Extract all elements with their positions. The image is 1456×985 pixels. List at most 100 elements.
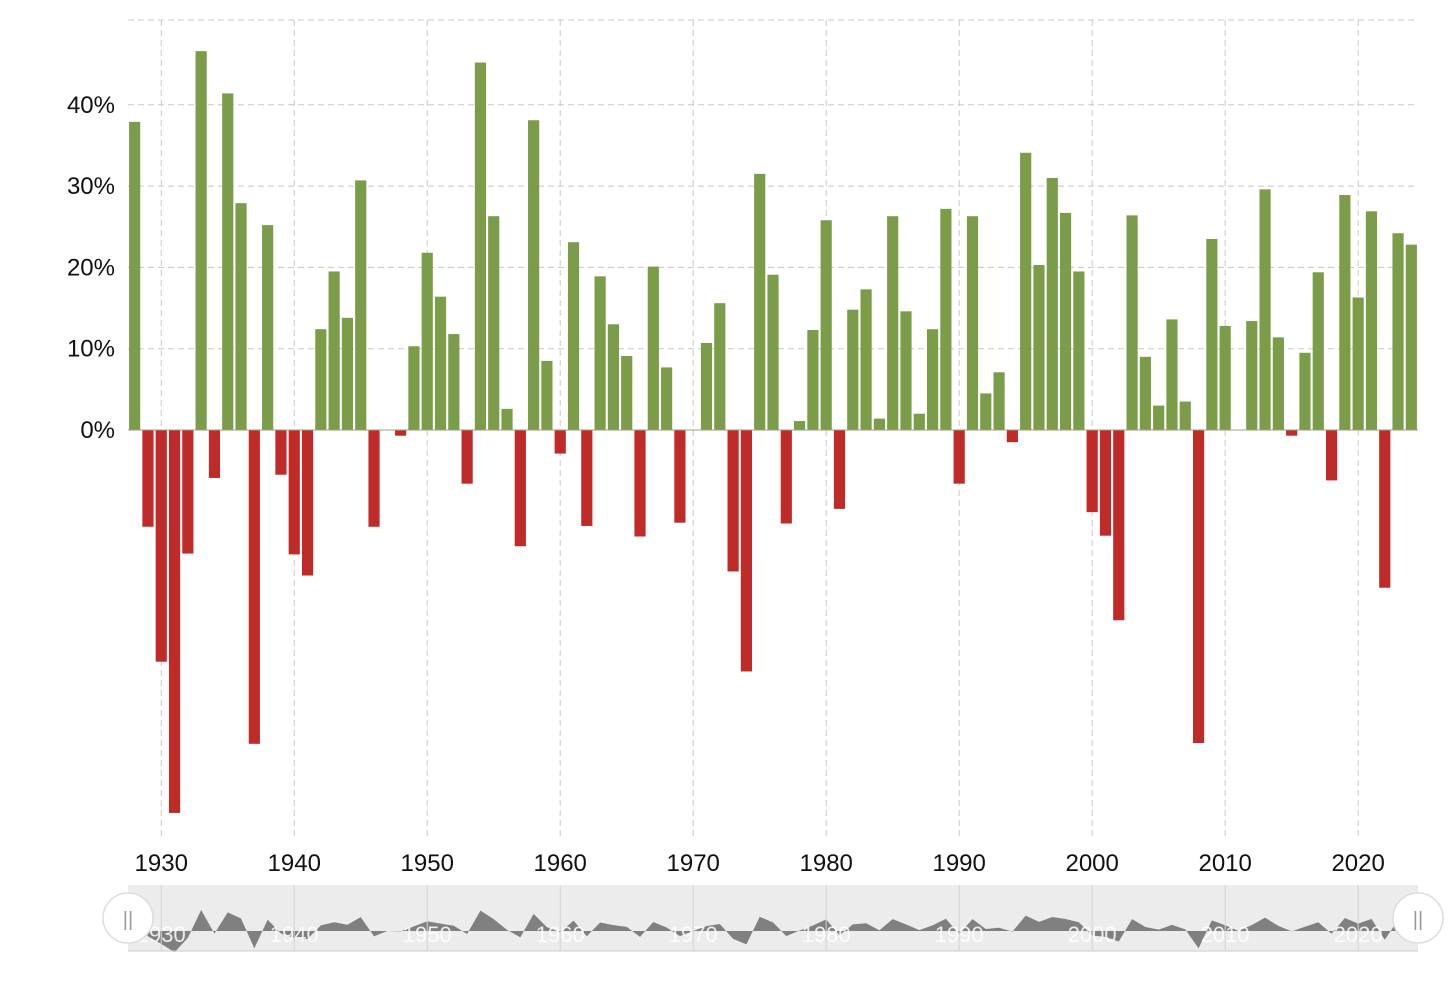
navigator-tick-label: 1990 [935,922,984,947]
bar-1929 [142,430,154,527]
bar-1938 [262,225,274,430]
bar-1934 [208,430,221,478]
bar-1935 [222,93,234,430]
x-tick-label: 2020 [1331,850,1384,877]
bar-1966 [634,430,646,537]
bar-1946 [368,430,380,527]
bar-2012 [1246,321,1258,430]
bar-1945 [355,180,367,430]
bar-2008 [1192,430,1205,744]
bar-1957 [514,430,526,547]
bar-2017 [1312,272,1324,430]
bar-1988 [927,329,939,430]
bar-1967 [647,266,659,430]
x-tick-label: 1940 [268,850,321,877]
x-tick-label: 1990 [932,850,985,877]
navigator-left-handle[interactable]: || [102,892,154,944]
bar-1953 [461,430,473,484]
bar-1998 [1059,212,1072,430]
bar-1931 [168,430,181,813]
bar-1990 [953,430,965,484]
bar-1965 [621,356,633,430]
handle-grip-icon[interactable]: || [1413,909,1423,931]
bar-1982 [847,309,859,430]
bar-1937 [248,430,260,744]
navigator-background [128,885,1418,951]
bar-1972 [714,303,726,430]
y-tick-label: 30% [67,173,115,200]
range-navigator[interactable]: 1930 1940 1950 1960 1970 1980 1990 2000 2010 2020… [102,885,1444,953]
bar-1980 [820,220,832,430]
y-tick-label: 0% [80,417,115,444]
bar-2019 [1339,195,1351,430]
navigator-tick-label: 1950 [403,922,452,947]
bar-1993 [993,372,1005,430]
x-axis-labels: 1930 1940 1950 1960 1970 1980 1990 2000 2010 2020 [135,850,1385,877]
x-tick-label: 2010 [1198,850,1251,877]
navigator-right-handle[interactable]: || [1392,892,1444,944]
x-tick-label: 1970 [667,850,720,877]
bar-1996 [1033,264,1045,430]
navigator-tick-label: 2020 [1334,922,1383,947]
bar-1941 [301,430,314,576]
bar-1984 [873,418,885,430]
navigator-tick-label: 1940 [270,922,319,947]
bar-1962 [581,430,593,526]
bar-1928 [129,121,141,431]
navigator-tick-label: 1970 [669,922,718,947]
x-tick-label: 1930 [135,850,188,877]
bar-1977 [780,430,792,524]
bar-1971 [700,343,713,430]
y-tick-label: 40% [67,92,115,119]
bar-1983 [860,289,872,430]
handle-grip-icon[interactable]: || [123,909,133,931]
bar-2000 [1086,430,1098,513]
bar-1948 [395,430,407,436]
bar-2020 [1352,297,1364,430]
bar-2001 [1099,430,1112,536]
bar-1974 [740,430,752,672]
bar-1989 [940,208,952,430]
bar-1954 [474,62,487,431]
bar-1958 [528,120,540,430]
bar-1959 [541,360,553,430]
handle-circle[interactable] [1392,892,1444,944]
bar-1944 [341,317,354,430]
bar-1985 [887,216,899,430]
bar-2014 [1272,337,1284,430]
bar-2013 [1259,189,1271,430]
x-tick-label: 1980 [800,850,853,877]
bar-2007 [1179,401,1191,430]
bar-1930 [155,430,167,662]
bar-1997 [1046,177,1058,430]
handle-circle[interactable] [102,892,154,944]
bar-1986 [900,311,912,430]
y-tick-label: 20% [67,254,115,281]
bar-2009 [1206,238,1218,430]
y-tick-label: 10% [67,336,115,363]
bar-1932 [182,430,194,554]
bar-1943 [328,271,340,430]
bar-1955 [488,216,500,430]
bar-1995 [1020,152,1032,430]
bar-2010 [1219,325,1231,430]
bars [128,51,1418,813]
bar-2006 [1166,319,1178,430]
bar-1949 [408,346,420,430]
bar-1940 [288,430,300,555]
bar-1994 [1006,430,1018,443]
bar-2005 [1153,405,1165,430]
navigator-tick-label: 1960 [536,922,585,947]
bar-1991 [966,216,979,430]
bar-1960 [554,430,566,454]
x-tick-label: 2000 [1065,850,1118,877]
bar-1973 [727,430,739,572]
bar-1963 [594,276,606,430]
navigator-tick-label: 2010 [1201,922,1250,947]
bar-2022 [1379,430,1391,588]
bar-1964 [607,324,619,430]
bar-1976 [767,274,779,430]
bar-1936 [235,203,247,430]
bar-1950 [421,252,433,430]
